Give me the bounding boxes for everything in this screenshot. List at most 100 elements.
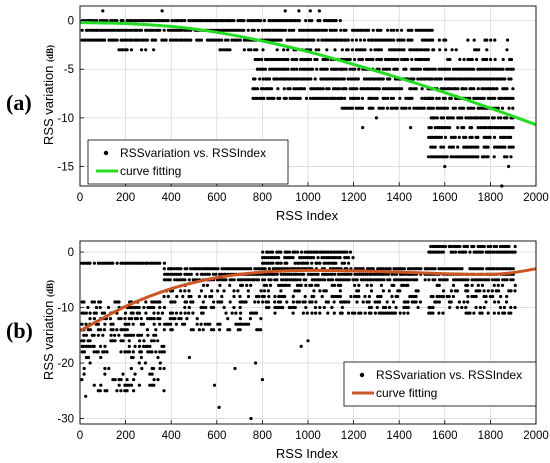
data-point [383,311,388,315]
data-point [269,38,273,42]
data-point [170,328,174,332]
data-point [488,96,492,100]
data-point [513,244,517,249]
data-point [437,294,441,299]
data-point [468,311,472,315]
data-point [431,145,435,149]
data-point [142,38,146,42]
data-point [367,294,371,299]
data-point [482,77,486,81]
data-point [507,289,511,293]
data-point [115,328,119,332]
data-point [501,126,505,130]
data-point [396,57,400,62]
data-point [169,322,173,326]
data-point [443,96,447,100]
data-point [375,57,379,62]
data-point [426,67,430,71]
data-point [344,67,348,71]
data-point [505,267,509,271]
data-point [367,28,371,32]
data-point [348,250,353,254]
data-point [219,272,224,276]
data-point [288,96,292,100]
data-point [148,344,152,348]
data-point [482,289,486,293]
data-point [201,328,205,332]
data-point [418,300,422,304]
data-point [246,19,250,23]
data-point [252,28,256,32]
data-point [441,267,445,271]
data-points [80,9,515,188]
data-point [356,28,360,32]
data-point [509,305,513,310]
data-point [247,322,251,326]
data-point [391,87,395,91]
data-point [391,96,395,100]
data-point [499,116,503,120]
data-point [316,256,320,260]
data-point [468,267,472,271]
data-point [501,57,505,62]
data-point [158,305,162,310]
data-point [94,305,99,310]
data-point [472,155,476,159]
data-point [300,87,304,91]
data-point [489,57,493,62]
data-point [299,344,303,348]
data-point [369,305,373,310]
data-point [141,261,145,265]
data-point [273,272,277,276]
data-point [340,261,344,265]
data-point [312,256,316,260]
data-point [478,250,482,254]
data-point [497,145,501,149]
data-point [232,294,236,299]
data-point [439,145,443,149]
data-point [135,311,139,315]
data-point [427,278,431,282]
data-point [360,106,365,110]
data-point [125,28,129,32]
data-point [129,383,134,387]
data-point [277,256,281,260]
data-point [105,350,109,354]
data-point [137,333,141,337]
data-point [162,344,166,348]
data-point [357,67,361,71]
data-point [457,250,461,254]
data-point [137,383,141,387]
data-point [492,77,497,81]
data-point [435,135,439,139]
legend-label-curve: curve fitting [376,386,437,400]
data-point [379,57,384,62]
data-point [315,250,320,254]
data-point [253,300,257,304]
data-point [152,28,156,32]
data-point [426,48,430,52]
data-point [478,289,482,293]
data-point [102,28,106,32]
data-point [318,311,322,315]
data-point [321,77,325,81]
data-point [316,272,320,276]
data-point [511,96,515,100]
data-point [389,28,393,32]
data-point [187,19,191,23]
data-point [437,267,441,271]
data-point [242,48,246,52]
data-point [507,67,511,71]
data-point [511,250,515,254]
data-point [369,278,373,282]
data-point [127,383,131,387]
data-point [492,116,496,120]
data-point [135,28,139,32]
data-point [166,19,170,23]
data-point [162,389,166,393]
data-point [429,244,433,249]
data-point [266,300,270,304]
data-point [253,77,257,81]
data-point [141,322,146,326]
data-point [334,19,338,23]
